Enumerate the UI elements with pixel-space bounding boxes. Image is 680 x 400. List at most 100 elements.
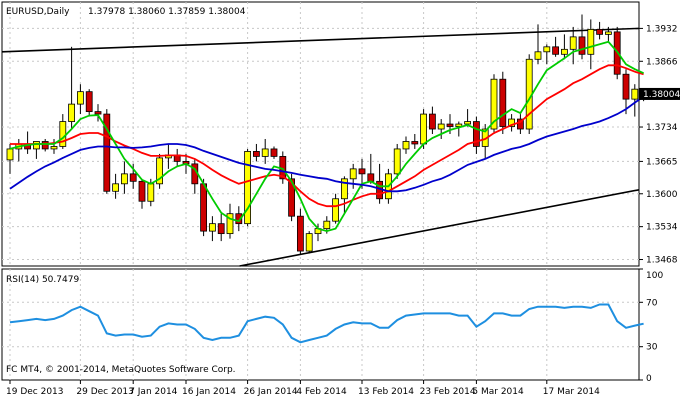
candle-body (68, 103, 75, 122)
current-price-tag (639, 87, 680, 100)
rsi-grid (2, 269, 639, 380)
price-tick-label: 1.3734 (646, 123, 678, 133)
candle-body (605, 31, 612, 35)
candle-body (103, 113, 111, 192)
candle-body (578, 36, 586, 55)
trendline (1, 27, 640, 53)
date-tick-label: 23 Feb 2014 (420, 387, 476, 397)
price-tick-label: 1.3932 (646, 24, 678, 34)
price-tick-label: 1.3665 (646, 157, 678, 167)
candle-body (472, 121, 480, 147)
date-tick-label: 16 Jan 2014 (182, 387, 236, 397)
candle-body (464, 121, 472, 125)
candle-body (147, 183, 155, 202)
date-tick-label: 5 Mar 2014 (472, 387, 524, 397)
candle-body (490, 78, 498, 130)
candle-body (367, 173, 375, 182)
date-tick-label: 17 Mar 2014 (543, 387, 600, 397)
date-tick-label: 13 Feb 2014 (358, 387, 414, 397)
candle-body (296, 215, 304, 252)
candle-body (455, 123, 463, 127)
candle-body (622, 73, 630, 100)
candle-body (85, 91, 93, 112)
date-tick-label: 29 Dec 2013 (76, 387, 133, 397)
candle-body (6, 148, 14, 161)
candle-body (261, 148, 269, 157)
moving-average-line (9, 95, 645, 193)
candle-body (499, 78, 507, 127)
rsi-indicator-label: RSI(14) 50.7479 (6, 275, 79, 285)
candle-body (94, 111, 102, 115)
date-tick-label: 19 Dec 2013 (6, 387, 64, 397)
candle-body (631, 88, 639, 100)
candle-body (288, 178, 296, 217)
current-price-label: 1.38004 (643, 90, 680, 100)
candle-body (420, 113, 428, 145)
trendline (239, 189, 640, 267)
rsi-axis: 100 70 30 0 (639, 268, 663, 384)
candle-body (508, 118, 516, 127)
candle-body (446, 123, 454, 127)
price-tick-label: 1.3866 (646, 57, 678, 67)
candle-body (587, 28, 595, 55)
candle-body (569, 36, 577, 50)
candle-body (596, 28, 603, 35)
price-pane-frame (1, 1, 640, 267)
date-tick-label: 26 Jan 2014 (244, 387, 298, 397)
rsi-tick-label: 70 (646, 298, 658, 308)
candle-body (358, 168, 366, 175)
candle-body (437, 123, 445, 130)
candle-body (112, 183, 119, 192)
candle-body (332, 198, 340, 222)
rsi-tick-label: 100 (646, 271, 663, 281)
price-tick-label: 1.3468 (646, 256, 678, 266)
candle-body (534, 51, 542, 60)
date-tick-label: 4 Feb 2014 (296, 387, 347, 397)
candle-body (402, 141, 410, 150)
candle-body (305, 233, 313, 252)
candle-body (428, 113, 436, 130)
rsi-line (9, 303, 644, 344)
candle-body (41, 141, 49, 150)
candle-body (138, 180, 146, 202)
candle-body (270, 148, 278, 157)
candle-body (156, 157, 164, 185)
price-axis: 1.3932 1.3866 1.3734 1.3665 1.3600 1.3534 1.34… (639, 24, 680, 266)
candle-body (235, 213, 243, 225)
candle-body (393, 148, 401, 175)
candle-body (33, 141, 40, 150)
copyright-label: FC MT4, © 2001-2014, MetaQuotes Software… (6, 365, 236, 375)
rsi-tick-label: 30 (646, 343, 658, 353)
candle-body (543, 46, 551, 53)
candle-body (208, 223, 216, 232)
candle-body (200, 183, 208, 232)
date-tick-label: 7 Jan 2014 (129, 387, 177, 397)
candle-body (217, 223, 225, 235)
rsi-series (9, 303, 644, 344)
candle-body (226, 213, 234, 235)
price-tick-label: 1.3534 (646, 223, 678, 233)
candle-body (121, 173, 128, 185)
candle-body (129, 173, 137, 182)
candle-body (50, 146, 58, 150)
candle-body (252, 151, 260, 157)
symbol-label: EURUSD,Daily (6, 7, 70, 17)
moving-average-line (9, 40, 644, 233)
candle-body (411, 141, 419, 145)
candle-body (340, 178, 348, 200)
moving-average-line (10, 64, 644, 208)
candle-body (244, 151, 252, 225)
candle-body (517, 118, 524, 130)
candle-body (349, 168, 357, 180)
candle-body (561, 48, 568, 55)
moving-average-lines (9, 40, 645, 233)
candle-body (552, 46, 559, 55)
rsi-tick-label: 0 (646, 374, 652, 384)
ohlc-label: 1.37978 1.38060 1.37859 1.38004 (88, 7, 246, 17)
price-tick-label: 1.3600 (646, 190, 678, 200)
candle-body (77, 91, 84, 105)
candle-body (323, 220, 331, 230)
